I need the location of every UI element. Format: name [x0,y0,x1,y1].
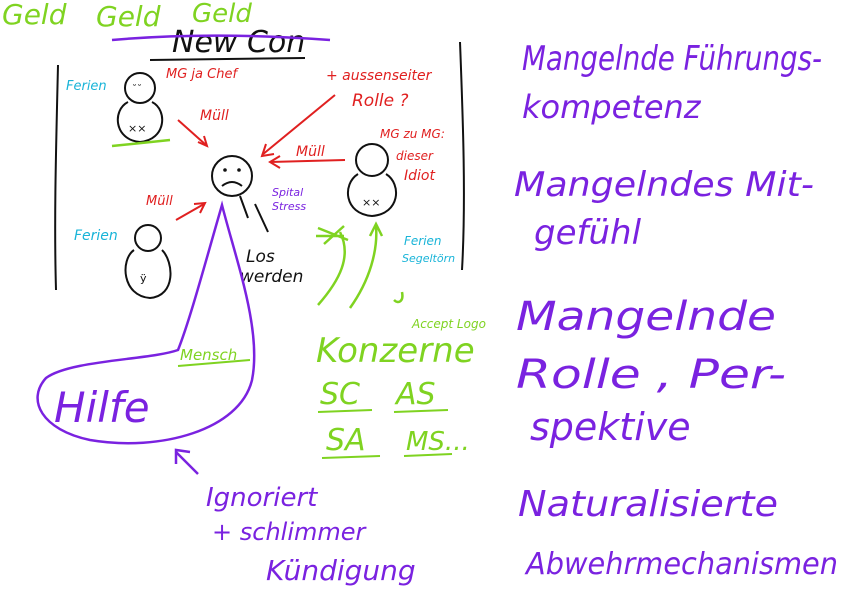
werden-label: werden [240,267,303,287]
head [134,224,162,252]
right-list-item-2: kompetenz [522,88,702,126]
right-list-item-4: gefühl [534,213,642,253]
mg-ja-chef-label: MG ja Chef [166,67,239,82]
ferien-label-bottom-left: Ferien [74,228,118,244]
corporations-block: Accept Logo Konzerne SC AS SA MS... [316,317,486,459]
corp-item-2: AS [394,377,436,412]
geld-word-2: Geld [96,0,161,33]
svg-text:××: ×× [362,196,380,209]
help-loop: Hilfe Mensch [36,200,256,445]
mg-zu-mg-label: MG zu MG: [380,127,445,141]
ignoriert-label: Ignoriert [206,483,318,513]
right-frame-line [459,41,465,271]
geld-word-3: Geld [192,0,252,29]
head [124,72,156,104]
mensch-label: Mensch [180,346,237,364]
right-list-item-3: Mangelndes Mit- [514,165,814,205]
right-list: Mangelnde Führungs- kompetenz Mangelndes… [514,39,838,582]
ferien-label-top-left: Ferien [66,79,107,94]
muell-label-top: Müll [200,108,229,124]
arrow-to-help [175,451,199,475]
figure-bottom-left: ÿ Ferien [74,224,172,300]
segeltoern-label: Segeltörn [402,252,455,265]
ferien-label-right: Ferien [404,234,442,248]
right-list-item-1: Mangelnde Führungs- [522,39,822,79]
figure-center: Los werden Spital Stress [211,155,306,287]
figure-right: ×× MG zu MG: dieser Idiot Ferien Segeltö… [347,127,455,265]
right-list-item-5: Mangelnde [516,294,776,340]
red-arrows: Müll Müll Müll + aussenseiter Rolle ? [146,68,433,221]
spital-label: Spital [272,186,303,199]
right-list-item-8: Naturalisierte [518,484,778,525]
accept-logo-label: Accept Logo [411,317,486,331]
stress-label: Stress [272,200,306,213]
underline [149,57,306,61]
bottom-list: Ignoriert + schlimmer Kündigung [174,448,416,587]
dieser-label: dieser [396,149,434,163]
hilfe-label: Hilfe [54,383,150,432]
right-list-item-7: spektive [530,405,691,449]
rolle-label: Rolle ? [352,91,409,111]
los-label: Los [246,247,275,267]
sad-face-icon [211,155,253,197]
arrow-muell-left [175,203,205,221]
svg-text:˘˘: ˘˘ [132,83,142,95]
new-con-word: New Con [172,25,305,60]
kuendigung-label: Kündigung [266,554,416,587]
svg-text:ÿ: ÿ [140,272,147,285]
corp-item-3: SA [326,423,366,458]
corp-underlines [317,409,453,459]
body [124,249,172,300]
ground-line [111,138,171,148]
geld-word-1: Geld [2,0,67,31]
figure-top-left: ˘˘ ×× Ferien MG ja Chef [66,67,239,148]
aussenseiter-label: + aussenseiter [326,68,433,84]
body [347,173,397,218]
schlimmer-label: + schlimmer [212,518,368,546]
green-arrows [316,221,404,309]
strike-line [111,34,331,42]
corp-item-1: SC [320,377,360,412]
arrow-to-center [317,231,346,306]
muell-label-left: Müll [146,194,173,209]
corp-item-4: MS... [406,427,470,457]
left-frame-line [54,64,59,291]
help-outline [36,200,256,445]
svg-text:××: ×× [128,122,146,135]
arrow-muell-top [177,119,207,146]
right-list-item-6: Rolle , Per- [516,352,786,398]
head [355,143,389,177]
idiot-label: Idiot [404,168,435,184]
muell-label-right: Müll [296,144,325,160]
arrow-muell-right [269,159,346,163]
arrow-outsider [261,94,336,156]
konzerne-title: Konzerne [316,331,475,371]
right-list-item-9: Abwehrmechanismen [524,547,838,582]
top-words: Geld Geld Geld New Con [2,0,331,61]
arrow-to-right-figure [348,225,378,309]
